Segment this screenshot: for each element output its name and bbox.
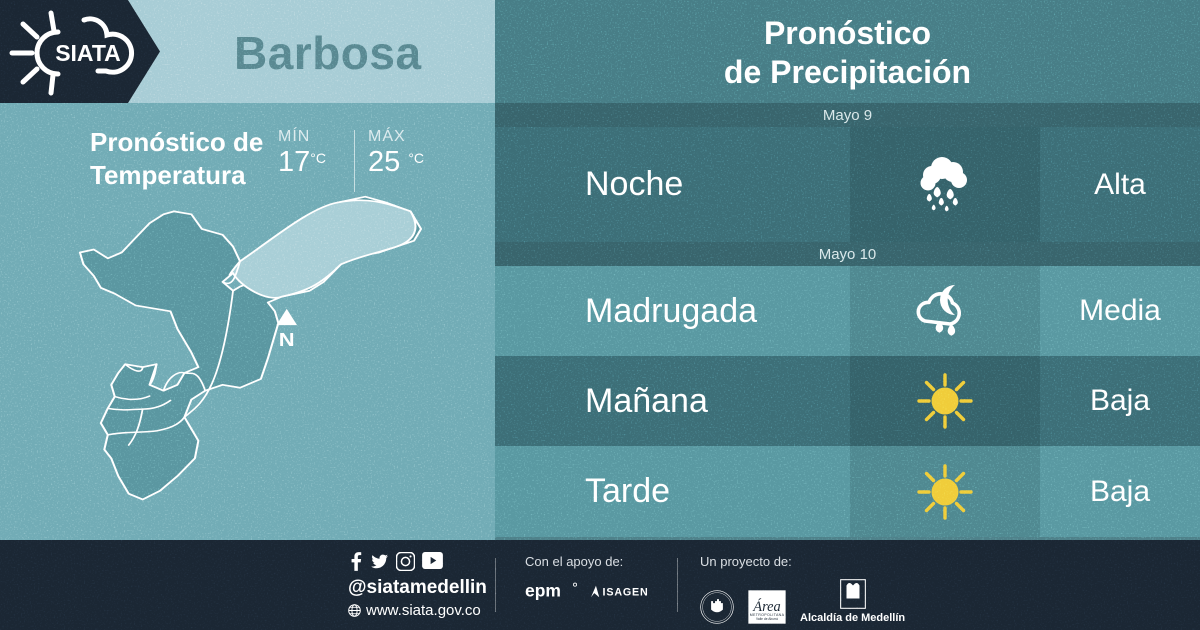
svg-text:N: N bbox=[279, 330, 295, 350]
svg-text:Área: Área bbox=[752, 598, 780, 615]
svg-text:SIATA: SIATA bbox=[55, 40, 121, 66]
svg-text:ISAGEN: ISAGEN bbox=[603, 586, 649, 598]
svg-text:epm: epm bbox=[525, 581, 561, 601]
svg-text:Valle de Aburrá: Valle de Aburrá bbox=[756, 617, 778, 621]
